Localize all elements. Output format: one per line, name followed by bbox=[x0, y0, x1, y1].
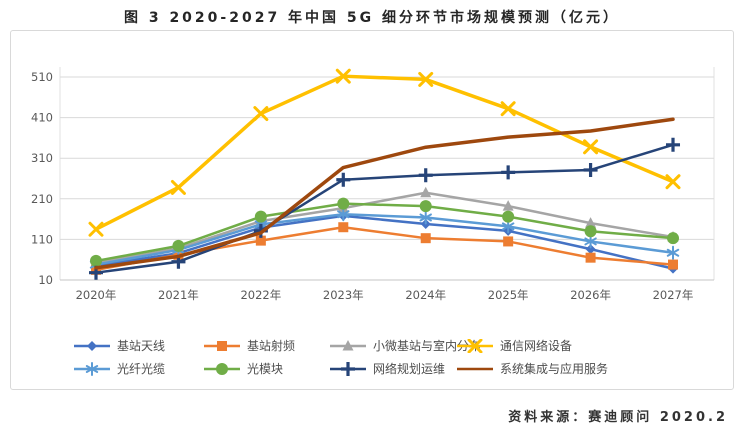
data-point-marker bbox=[341, 361, 355, 376]
data-point-marker bbox=[418, 71, 434, 87]
legend-marker-icon bbox=[330, 339, 366, 350]
x-tick-label: 2022年 bbox=[240, 288, 281, 302]
data-point-marker bbox=[172, 239, 185, 252]
data-point-marker bbox=[583, 162, 598, 177]
legend-item: 基站天线 bbox=[73, 337, 165, 354]
series-line bbox=[94, 143, 675, 274]
data-point-marker bbox=[668, 259, 679, 270]
data-point-marker bbox=[467, 338, 483, 353]
legend-label: 通信网络设备 bbox=[500, 339, 573, 353]
legend-label: 网络规划运维 bbox=[373, 362, 446, 376]
y-tick-label: 510 bbox=[31, 70, 53, 84]
data-point-marker bbox=[585, 244, 596, 255]
data-point-marker bbox=[584, 234, 597, 249]
data-point-marker bbox=[666, 245, 680, 260]
legend-item: 网络规划运维 bbox=[329, 360, 445, 377]
data-point-marker bbox=[338, 222, 349, 233]
x-tick-label: 2024年 bbox=[405, 288, 446, 302]
legend-item: 光模块 bbox=[203, 360, 283, 377]
y-tick-label: 10 bbox=[38, 273, 53, 287]
data-point-marker bbox=[583, 139, 599, 155]
data-point-marker bbox=[420, 186, 432, 198]
source-note: 资料来源：赛迪顾问 2020.2 bbox=[508, 410, 728, 425]
legend-label: 小微基站与室内分布 bbox=[373, 339, 482, 353]
data-point-marker bbox=[501, 165, 516, 180]
figure-title: 图 3 2020-2027 年中国 5G 细分环节市场规模预测（亿元） bbox=[123, 10, 621, 26]
legend-item: 系统集成与应用服务 bbox=[456, 360, 608, 377]
data-point-marker bbox=[419, 210, 432, 225]
data-point-marker bbox=[585, 217, 597, 228]
legend-item: 通信网络设备 bbox=[456, 337, 572, 354]
chart-svg: 10 110 210 310 410 510 2020年 2021年 2022年 2023年 202… bbox=[31, 67, 715, 302]
series-line bbox=[94, 117, 675, 270]
legend-marker-icon bbox=[74, 361, 110, 376]
data-point-marker bbox=[336, 172, 351, 187]
legend-label: 光模块 bbox=[247, 362, 284, 376]
data-point-marker bbox=[584, 225, 597, 238]
data-point-marker bbox=[255, 235, 266, 246]
data-point-marker bbox=[254, 210, 267, 223]
data-point-marker bbox=[253, 106, 269, 122]
legend-marker-icon bbox=[74, 340, 110, 351]
data-point-marker bbox=[337, 197, 350, 210]
data-point-marker bbox=[666, 137, 681, 152]
legend-label: 光纤光缆 bbox=[117, 362, 166, 376]
legend-label: 基站射频 bbox=[247, 339, 296, 353]
data-point-marker bbox=[418, 168, 433, 183]
data-point-marker bbox=[502, 210, 515, 223]
data-point-marker bbox=[216, 362, 228, 375]
legend-marker-icon bbox=[204, 340, 240, 351]
legend-marker-icon bbox=[204, 362, 240, 375]
x-tick-label: 2020年 bbox=[76, 288, 117, 302]
legend-item: 基站射频 bbox=[203, 337, 295, 354]
data-point-marker bbox=[90, 254, 102, 267]
data-point-marker bbox=[335, 68, 351, 84]
data-point-marker bbox=[667, 232, 680, 245]
data-point-marker bbox=[342, 339, 354, 350]
data-point-marker bbox=[87, 340, 97, 351]
legend-label: 系统集成与应用服务 bbox=[500, 362, 609, 376]
data-point-marker bbox=[420, 233, 431, 244]
x-tick-label: 2021年 bbox=[158, 288, 199, 302]
data-point-marker bbox=[500, 101, 516, 117]
legend-marker-icon bbox=[330, 361, 366, 376]
series-line bbox=[94, 214, 675, 270]
y-tick-label: 210 bbox=[31, 192, 53, 206]
series-line bbox=[94, 212, 675, 266]
data-point-marker bbox=[85, 361, 99, 376]
y-tick-label: 110 bbox=[31, 232, 53, 246]
y-tick-label: 310 bbox=[31, 151, 53, 165]
x-tick-label: 2026年 bbox=[570, 288, 611, 302]
data-point-marker bbox=[337, 207, 350, 222]
data-point-marker bbox=[585, 252, 596, 263]
x-tick-label: 2027年 bbox=[653, 288, 694, 302]
data-point-marker bbox=[170, 179, 186, 195]
legend-marker-icon bbox=[457, 338, 493, 353]
legend-label: 基站天线 bbox=[117, 339, 166, 353]
series-line bbox=[94, 74, 675, 231]
series-line bbox=[94, 202, 675, 263]
data-point-marker bbox=[217, 340, 227, 351]
data-point-marker bbox=[665, 174, 681, 190]
chart-container: 10 110 210 310 410 510 2020年 2021年 2022年 2023年 202… bbox=[10, 30, 734, 390]
data-point-marker bbox=[88, 221, 104, 237]
series-line bbox=[94, 191, 675, 265]
data-point-marker bbox=[502, 200, 514, 211]
y-tick-label: 410 bbox=[31, 111, 53, 125]
data-point-marker bbox=[419, 200, 432, 213]
legend-item: 光纤光缆 bbox=[73, 360, 165, 377]
legend-marker-icon bbox=[457, 367, 493, 370]
x-tick-label: 2025年 bbox=[488, 288, 529, 302]
legend-item: 小微基站与室内分布 bbox=[329, 337, 481, 354]
x-tick-label: 2023年 bbox=[323, 288, 364, 302]
data-point-marker bbox=[503, 236, 514, 247]
